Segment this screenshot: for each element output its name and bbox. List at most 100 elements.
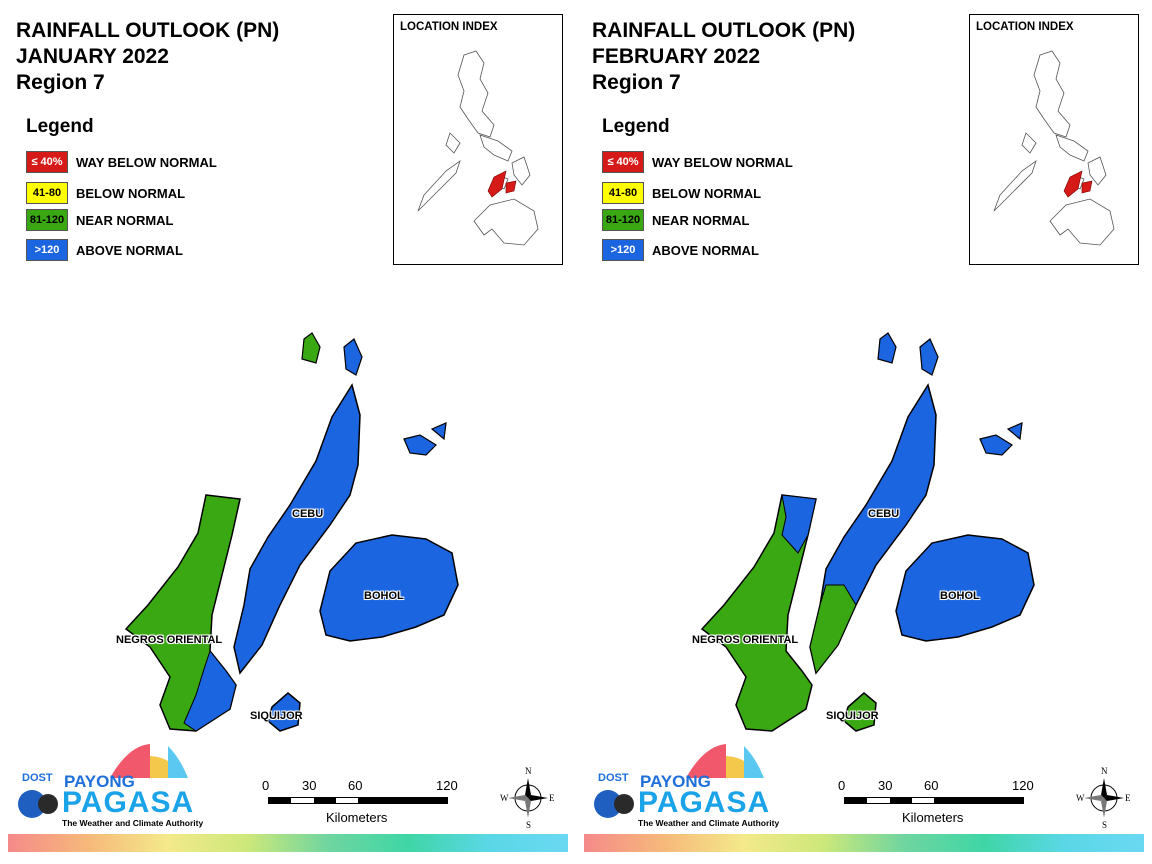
map-title: RAINFALL OUTLOOK (PN) FEBRUARY 2022 Regi… bbox=[592, 18, 855, 96]
region7-map bbox=[124, 332, 459, 732]
logo-dost-text: DOST bbox=[598, 772, 629, 784]
compass-w: W bbox=[1076, 793, 1085, 803]
province-negros-oriental-north bbox=[781, 494, 817, 554]
umbrella-icon bbox=[18, 744, 188, 818]
compass-e: E bbox=[1125, 793, 1131, 803]
title-line-2: JANUARY 2022 bbox=[16, 45, 169, 68]
label-siquijor: SIQUIJOR bbox=[826, 710, 879, 722]
label-bohol: BOHOL bbox=[364, 590, 404, 602]
scale-unit: Kilometers bbox=[326, 810, 388, 825]
compass-s: S bbox=[526, 820, 532, 830]
legend-swatch: 41-80 bbox=[602, 182, 644, 204]
scale-segments bbox=[844, 797, 1024, 804]
color-stripe bbox=[8, 834, 568, 852]
pagasa-logo: DOST PAYONG PAGASA The Weather and Clima… bbox=[594, 740, 779, 830]
title-line-3: Region 7 bbox=[16, 71, 105, 94]
island-east-2 bbox=[430, 422, 447, 441]
legend-swatch: >120 bbox=[26, 239, 68, 261]
outlook-panel-january: RAINFALL OUTLOOK (PN) JANUARY 2022 Regio… bbox=[8, 14, 568, 852]
legend-label: BELOW NORMAL bbox=[76, 185, 186, 201]
label-cebu: CEBU bbox=[868, 508, 900, 520]
legend-label: ABOVE NORMAL bbox=[76, 242, 183, 258]
province-negros-oriental-south bbox=[183, 649, 237, 732]
legend-title: Legend bbox=[26, 116, 94, 137]
legend-label: NEAR NORMAL bbox=[652, 212, 750, 228]
location-index-inset: LOCATION INDEX bbox=[393, 14, 563, 265]
logo-pagasa-text: PAGASA bbox=[62, 786, 195, 819]
legend-label: ABOVE NORMAL bbox=[652, 242, 759, 258]
map-title: RAINFALL OUTLOOK (PN) JANUARY 2022 Regio… bbox=[16, 18, 279, 96]
legend-swatch: 81-120 bbox=[602, 209, 644, 231]
legend-label: NEAR NORMAL bbox=[76, 212, 174, 228]
scale-tick: 0 bbox=[262, 778, 270, 793]
title-line-1: RAINFALL OUTLOOK (PN) bbox=[592, 19, 856, 42]
philippines-outline-map bbox=[993, 50, 1115, 246]
province-negros-oriental bbox=[700, 494, 817, 732]
scale-bar: 0 30 60 120 Kilometers bbox=[262, 778, 462, 828]
province-cebu-north-isle bbox=[301, 332, 321, 364]
scale-segments bbox=[268, 797, 448, 804]
compass-n: N bbox=[525, 766, 532, 776]
logo-payong-text: PAYONG bbox=[640, 772, 711, 791]
legend-swatch: 81-120 bbox=[26, 209, 68, 231]
legend-label: BELOW NORMAL bbox=[652, 185, 762, 201]
pagasa-logo: DOST PAYONG PAGASA The Weather and Clima… bbox=[18, 740, 203, 830]
label-negros-oriental: NEGROS ORIENTAL bbox=[692, 634, 799, 646]
outlook-panel-february: RAINFALL OUTLOOK (PN) FEBRUARY 2022 Regi… bbox=[576, 0, 1152, 864]
label-bohol: BOHOL bbox=[940, 590, 980, 602]
province-bohol bbox=[319, 534, 459, 642]
philippines-outline-map bbox=[417, 50, 539, 246]
legend-label: WAY BELOW NORMAL bbox=[76, 154, 217, 170]
province-bohol bbox=[895, 534, 1035, 642]
compass-e: E bbox=[549, 793, 555, 803]
umbrella-icon bbox=[594, 744, 764, 818]
legend-swatch: 41-80 bbox=[26, 182, 68, 204]
title-line-3: Region 7 bbox=[592, 71, 681, 94]
island-east-2 bbox=[1006, 422, 1023, 441]
logo-pagasa-text: PAGASA bbox=[638, 786, 771, 819]
legend-title: Legend bbox=[602, 116, 670, 137]
label-negros-oriental: NEGROS ORIENTAL bbox=[116, 634, 223, 646]
logo-tagline: The Weather and Climate Authority bbox=[62, 818, 204, 828]
title-line-2: FEBRUARY 2022 bbox=[592, 45, 761, 68]
compass-rose-icon: N S E W bbox=[500, 766, 556, 830]
inset-title: LOCATION INDEX bbox=[976, 21, 1074, 33]
scale-tick: 30 bbox=[302, 778, 317, 793]
island-east bbox=[979, 434, 1013, 456]
province-cebu-north-tip bbox=[919, 338, 939, 376]
province-siquijor bbox=[267, 692, 301, 732]
location-index-inset: LOCATION INDEX bbox=[969, 14, 1139, 265]
legend-item-above: >120 ABOVE NORMAL bbox=[602, 238, 759, 262]
province-cebu bbox=[233, 383, 361, 675]
legend-swatch: >120 bbox=[602, 239, 644, 261]
scale-tick: 60 bbox=[348, 778, 363, 793]
legend-item-below: 41-80 BELOW NORMAL bbox=[26, 181, 185, 205]
scale-tick: 60 bbox=[924, 778, 939, 793]
inset-title: LOCATION INDEX bbox=[400, 21, 498, 33]
legend-item-near: 81-120 NEAR NORMAL bbox=[602, 208, 750, 232]
legend-item-way-below: ≤ 40% WAY BELOW NORMAL bbox=[602, 150, 793, 174]
compass-rose-icon: N S E W bbox=[1076, 766, 1132, 830]
title-line-1: RAINFALL OUTLOOK (PN) bbox=[16, 19, 280, 42]
scale-bar: 0 30 60 120 Kilometers bbox=[838, 778, 1038, 828]
legend-item-below: 41-80 BELOW NORMAL bbox=[602, 181, 761, 205]
legend-item-way-below: ≤ 40% WAY BELOW NORMAL bbox=[26, 150, 217, 174]
label-siquijor: SIQUIJOR bbox=[250, 710, 303, 722]
logo-payong-text: PAYONG bbox=[64, 772, 135, 791]
region7-map bbox=[700, 332, 1035, 732]
color-stripe bbox=[584, 834, 1144, 852]
scale-tick: 120 bbox=[1012, 778, 1034, 793]
scale-tick: 120 bbox=[436, 778, 458, 793]
legend-item-above: >120 ABOVE NORMAL bbox=[26, 238, 183, 262]
island-east bbox=[403, 434, 437, 456]
province-cebu-south bbox=[809, 584, 857, 675]
scale-unit: Kilometers bbox=[902, 810, 964, 825]
compass-s: S bbox=[1102, 820, 1108, 830]
scale-tick: 0 bbox=[838, 778, 846, 793]
legend-swatch: ≤ 40% bbox=[26, 151, 68, 173]
province-siquijor bbox=[843, 692, 877, 732]
legend-item-near: 81-120 NEAR NORMAL bbox=[26, 208, 174, 232]
province-cebu-north-isle bbox=[877, 332, 897, 364]
province-cebu-north-tip bbox=[343, 338, 363, 376]
compass-w: W bbox=[500, 793, 509, 803]
